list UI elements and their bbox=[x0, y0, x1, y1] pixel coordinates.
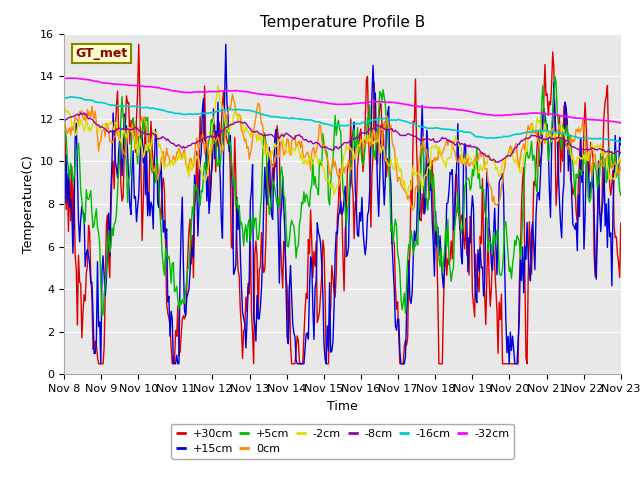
+30cm bbox=[364, 73, 371, 79]
-8cm bbox=[60, 120, 68, 125]
Title: Temperature Profile B: Temperature Profile B bbox=[260, 15, 425, 30]
-8cm bbox=[329, 147, 337, 153]
0cm bbox=[362, 138, 370, 144]
0cm bbox=[393, 166, 401, 172]
+5cm bbox=[617, 192, 625, 198]
-8cm bbox=[617, 150, 625, 156]
-16cm bbox=[393, 118, 401, 123]
-2cm bbox=[326, 180, 333, 186]
-32cm bbox=[362, 100, 370, 106]
0cm bbox=[408, 207, 416, 213]
-2cm bbox=[617, 160, 625, 166]
Line: 0cm: 0cm bbox=[64, 94, 621, 210]
-16cm bbox=[68, 94, 76, 100]
0cm bbox=[326, 171, 333, 177]
+5cm bbox=[393, 223, 401, 229]
+5cm bbox=[606, 166, 614, 171]
+30cm bbox=[327, 306, 335, 312]
+5cm bbox=[326, 202, 333, 208]
-32cm bbox=[67, 75, 74, 81]
+5cm bbox=[518, 240, 525, 246]
0cm bbox=[329, 155, 337, 161]
+5cm bbox=[362, 136, 370, 142]
-8cm bbox=[519, 138, 527, 144]
+30cm bbox=[330, 288, 338, 294]
+15cm bbox=[330, 306, 338, 312]
-2cm bbox=[330, 192, 338, 197]
+30cm bbox=[60, 117, 68, 123]
-16cm bbox=[60, 95, 68, 101]
-2cm bbox=[394, 161, 401, 167]
Line: -2cm: -2cm bbox=[64, 85, 621, 194]
Line: -8cm: -8cm bbox=[64, 113, 621, 162]
-16cm bbox=[617, 139, 625, 145]
+5cm bbox=[60, 109, 68, 115]
-16cm bbox=[605, 137, 612, 143]
Line: -16cm: -16cm bbox=[64, 97, 621, 142]
-2cm bbox=[364, 138, 371, 144]
-16cm bbox=[326, 122, 333, 128]
Line: -32cm: -32cm bbox=[64, 78, 621, 123]
0cm bbox=[228, 91, 236, 97]
-2cm bbox=[329, 181, 337, 187]
-32cm bbox=[393, 100, 401, 106]
+30cm bbox=[519, 177, 527, 183]
-2cm bbox=[519, 164, 527, 170]
+30cm bbox=[606, 181, 614, 187]
+15cm bbox=[519, 244, 527, 250]
+30cm bbox=[135, 41, 143, 47]
-2cm bbox=[214, 83, 222, 88]
-8cm bbox=[362, 131, 370, 136]
+15cm bbox=[222, 41, 230, 47]
+5cm bbox=[329, 159, 337, 165]
-8cm bbox=[494, 159, 502, 165]
-32cm bbox=[605, 118, 612, 124]
Line: +5cm: +5cm bbox=[64, 77, 621, 316]
-32cm bbox=[617, 120, 625, 126]
-8cm bbox=[606, 149, 614, 155]
0cm bbox=[617, 167, 625, 173]
Line: +30cm: +30cm bbox=[64, 44, 621, 364]
+15cm bbox=[394, 316, 401, 322]
Y-axis label: Temperature(C): Temperature(C) bbox=[22, 155, 35, 253]
+5cm bbox=[98, 313, 106, 319]
X-axis label: Time: Time bbox=[327, 400, 358, 413]
0cm bbox=[60, 120, 68, 126]
+15cm bbox=[606, 234, 614, 240]
-32cm bbox=[518, 111, 525, 117]
-16cm bbox=[362, 119, 370, 125]
+30cm bbox=[394, 299, 401, 305]
+30cm bbox=[617, 220, 625, 226]
+15cm bbox=[327, 349, 335, 355]
-32cm bbox=[326, 101, 333, 107]
Text: GT_met: GT_met bbox=[75, 47, 127, 60]
-32cm bbox=[60, 75, 68, 81]
-16cm bbox=[518, 131, 525, 136]
-8cm bbox=[393, 129, 401, 135]
0cm bbox=[519, 145, 527, 151]
+15cm bbox=[60, 145, 68, 151]
-8cm bbox=[326, 146, 333, 152]
Legend: +30cm, +15cm, +5cm, 0cm, -2cm, -8cm, -16cm, -32cm: +30cm, +15cm, +5cm, 0cm, -2cm, -8cm, -16… bbox=[172, 424, 513, 459]
-16cm bbox=[329, 123, 337, 129]
Line: +15cm: +15cm bbox=[64, 44, 621, 364]
0cm bbox=[606, 151, 614, 157]
+15cm bbox=[364, 212, 371, 218]
-8cm bbox=[77, 110, 84, 116]
+15cm bbox=[97, 361, 105, 367]
+5cm bbox=[551, 74, 559, 80]
-2cm bbox=[60, 113, 68, 119]
-32cm bbox=[329, 101, 337, 107]
-2cm bbox=[606, 176, 614, 182]
+15cm bbox=[617, 142, 625, 147]
+30cm bbox=[95, 361, 102, 367]
